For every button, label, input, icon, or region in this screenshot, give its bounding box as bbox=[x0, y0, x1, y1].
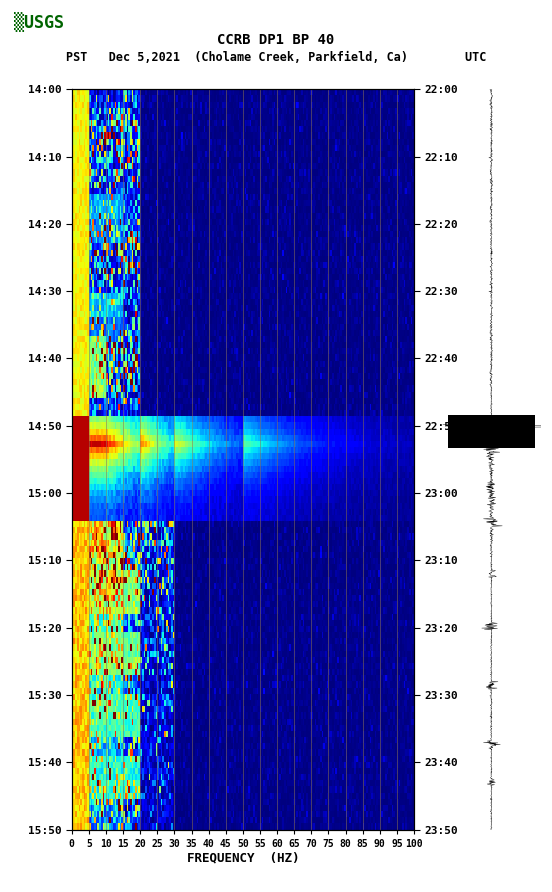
Text: ▒USGS: ▒USGS bbox=[14, 12, 63, 32]
X-axis label: FREQUENCY  (HZ): FREQUENCY (HZ) bbox=[187, 851, 299, 864]
Text: PST   Dec 5,2021  (Cholame Creek, Parkfield, Ca)        UTC: PST Dec 5,2021 (Cholame Creek, Parkfield… bbox=[66, 52, 486, 64]
Text: CCRB DP1 BP 40: CCRB DP1 BP 40 bbox=[217, 33, 335, 47]
Bar bbox=[448, 415, 535, 449]
